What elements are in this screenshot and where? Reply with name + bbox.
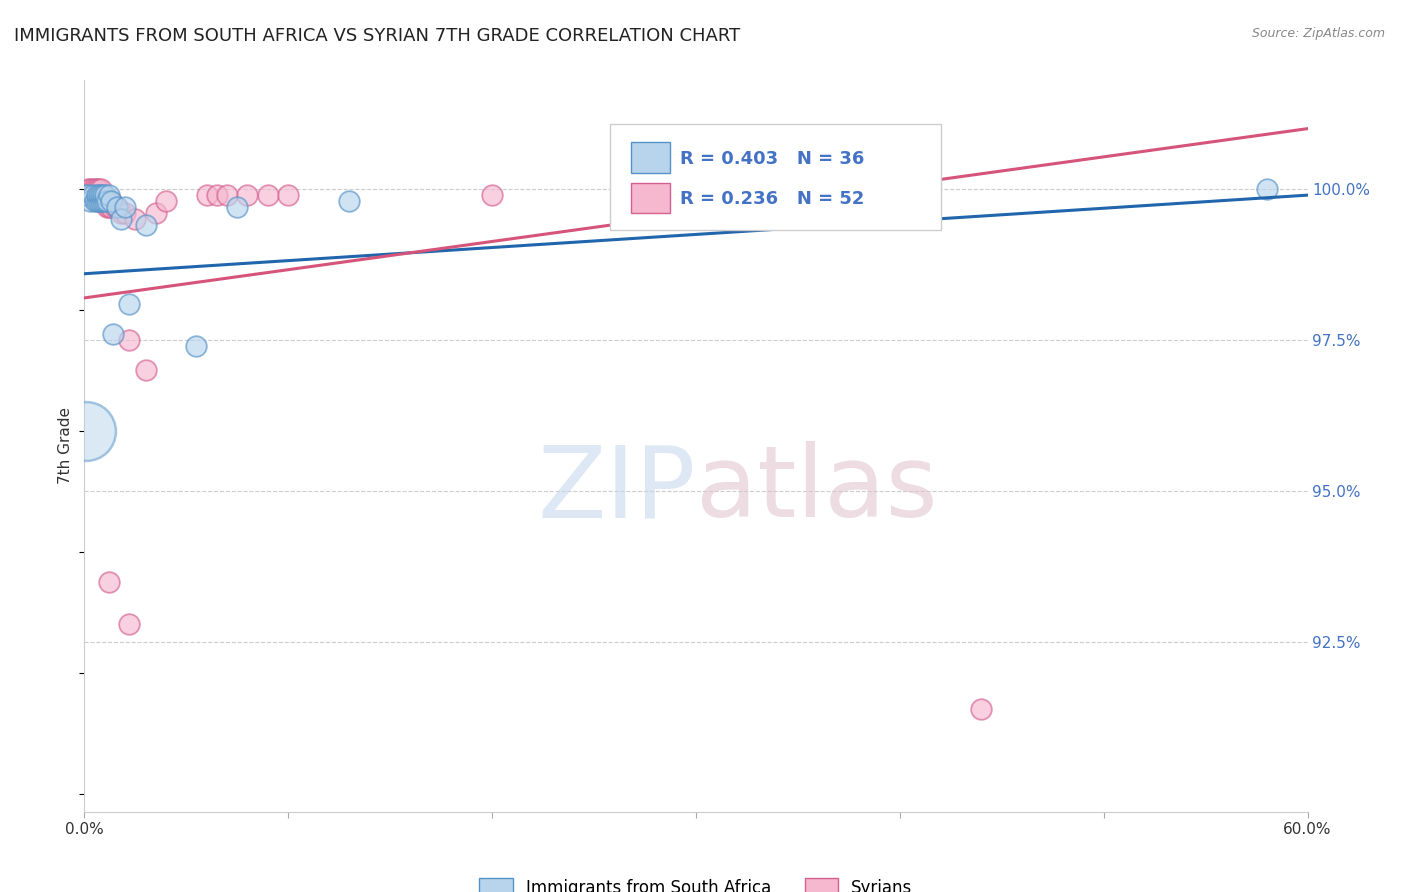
Point bbox=[135, 363, 157, 377]
Point bbox=[90, 194, 112, 209]
Point bbox=[75, 424, 97, 438]
Point bbox=[77, 188, 100, 202]
Point bbox=[87, 194, 110, 209]
Point bbox=[90, 182, 112, 196]
Point bbox=[105, 200, 128, 214]
Point bbox=[77, 182, 100, 196]
Point bbox=[97, 200, 120, 214]
Text: atlas: atlas bbox=[696, 442, 938, 539]
FancyBboxPatch shape bbox=[631, 143, 671, 173]
Point bbox=[96, 200, 118, 214]
Point bbox=[100, 194, 122, 209]
Point bbox=[205, 188, 228, 202]
Point bbox=[105, 200, 128, 214]
Point bbox=[114, 200, 136, 214]
Point bbox=[86, 188, 108, 202]
Point bbox=[110, 206, 132, 220]
Point bbox=[90, 188, 112, 202]
Point bbox=[135, 219, 157, 233]
Point bbox=[114, 206, 136, 220]
Point bbox=[83, 194, 105, 209]
Point bbox=[195, 188, 218, 202]
Point bbox=[118, 297, 141, 311]
Point bbox=[93, 188, 115, 202]
Point bbox=[118, 333, 141, 347]
Point bbox=[236, 188, 259, 202]
Point bbox=[86, 194, 108, 209]
Point bbox=[100, 200, 122, 214]
Point bbox=[90, 188, 112, 202]
Point bbox=[970, 702, 993, 716]
Point bbox=[90, 194, 112, 209]
Point bbox=[96, 194, 118, 209]
Point bbox=[77, 188, 100, 202]
Legend: Immigrants from South Africa, Syrians: Immigrants from South Africa, Syrians bbox=[472, 871, 920, 892]
Point bbox=[97, 194, 120, 209]
Y-axis label: 7th Grade: 7th Grade bbox=[58, 408, 73, 484]
Point bbox=[155, 194, 177, 209]
Point bbox=[86, 188, 108, 202]
Point bbox=[91, 194, 114, 209]
Point bbox=[86, 182, 108, 196]
Point bbox=[339, 194, 361, 209]
Text: ZIP: ZIP bbox=[537, 442, 696, 539]
Point bbox=[83, 188, 105, 202]
Point bbox=[75, 188, 97, 202]
Point bbox=[91, 188, 114, 202]
Point bbox=[110, 212, 132, 227]
Point bbox=[96, 194, 118, 209]
Point bbox=[83, 182, 105, 196]
Point bbox=[97, 188, 120, 202]
Point bbox=[104, 200, 127, 214]
Point bbox=[79, 194, 101, 209]
Text: R = 0.236   N = 52: R = 0.236 N = 52 bbox=[681, 190, 865, 208]
Point bbox=[82, 188, 104, 202]
Point bbox=[257, 188, 280, 202]
Point bbox=[118, 617, 141, 632]
Point bbox=[1256, 182, 1278, 196]
Text: R = 0.403   N = 36: R = 0.403 N = 36 bbox=[681, 150, 865, 168]
Point bbox=[277, 188, 299, 202]
Point bbox=[82, 182, 104, 196]
Point bbox=[481, 188, 503, 202]
Point bbox=[93, 194, 115, 209]
Point bbox=[226, 200, 249, 214]
Point bbox=[82, 188, 104, 202]
Point bbox=[93, 194, 115, 209]
FancyBboxPatch shape bbox=[610, 124, 941, 230]
Point bbox=[217, 188, 239, 202]
Point bbox=[75, 188, 97, 202]
Text: Source: ZipAtlas.com: Source: ZipAtlas.com bbox=[1251, 27, 1385, 40]
Point bbox=[79, 188, 101, 202]
Point bbox=[87, 182, 110, 196]
Point bbox=[97, 574, 120, 589]
Text: IMMIGRANTS FROM SOUTH AFRICA VS SYRIAN 7TH GRADE CORRELATION CHART: IMMIGRANTS FROM SOUTH AFRICA VS SYRIAN 7… bbox=[14, 27, 741, 45]
Point bbox=[87, 188, 110, 202]
Point bbox=[91, 194, 114, 209]
Point bbox=[186, 339, 208, 353]
FancyBboxPatch shape bbox=[631, 183, 671, 213]
Point bbox=[869, 182, 891, 196]
Point bbox=[101, 327, 124, 342]
Point bbox=[87, 188, 110, 202]
Point bbox=[145, 206, 167, 220]
Point bbox=[124, 212, 146, 227]
Point bbox=[79, 182, 101, 196]
Point bbox=[100, 194, 122, 209]
